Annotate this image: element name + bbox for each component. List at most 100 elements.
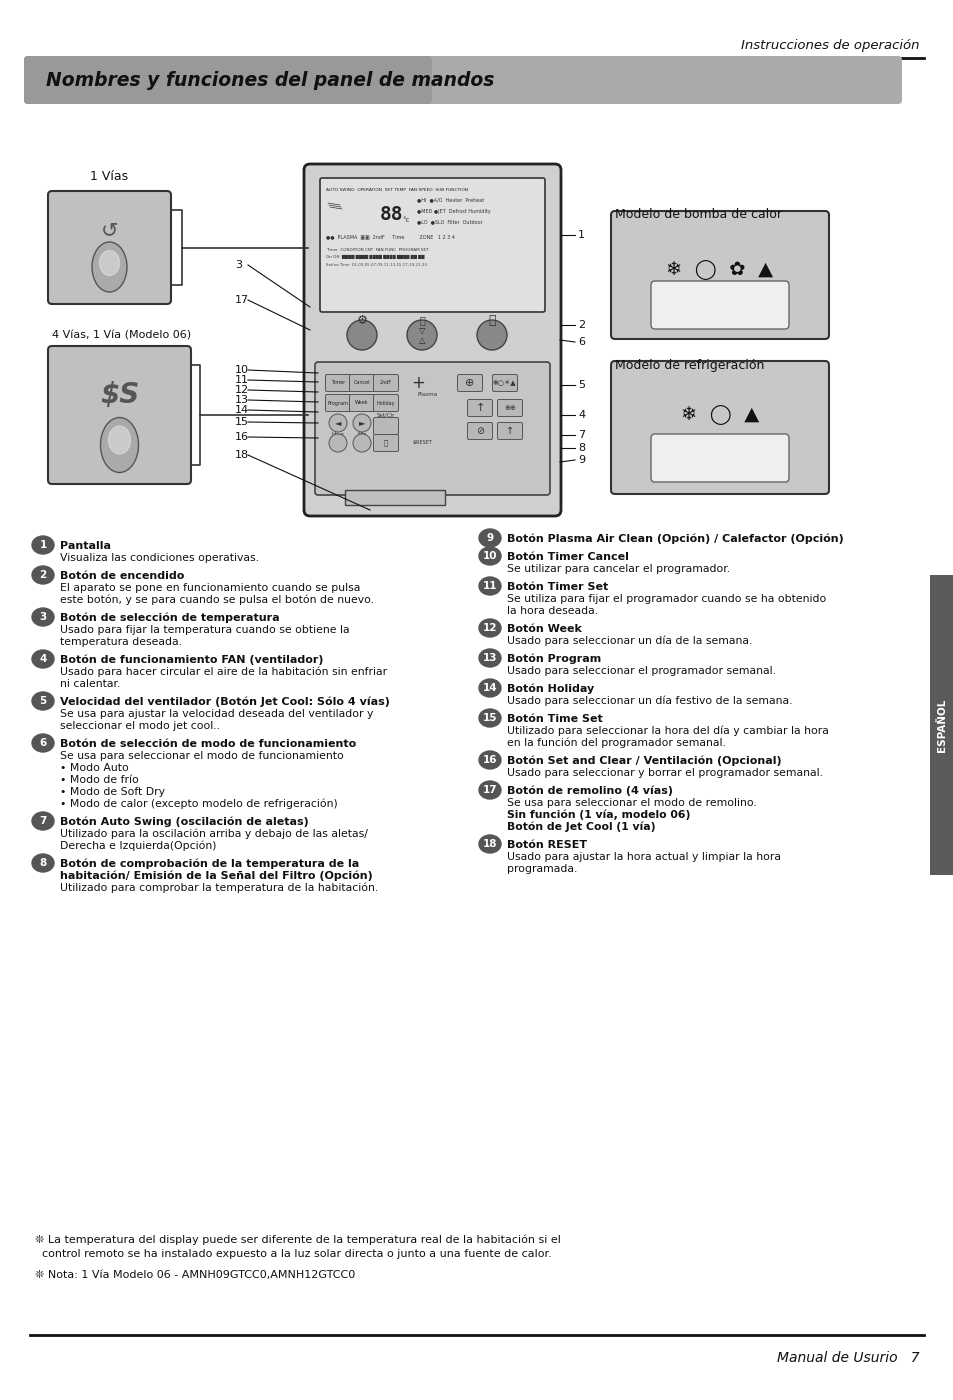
FancyBboxPatch shape bbox=[314, 363, 550, 496]
FancyBboxPatch shape bbox=[345, 490, 444, 505]
Text: Usado para seleccionar un día festivo de la semana.: Usado para seleccionar un día festivo de… bbox=[506, 696, 792, 706]
Text: 17: 17 bbox=[482, 785, 497, 795]
Text: 88: 88 bbox=[380, 206, 403, 224]
Text: Botón de funcionamiento FAN (ventilador): Botón de funcionamiento FAN (ventilador) bbox=[60, 655, 323, 665]
Ellipse shape bbox=[32, 854, 54, 872]
Text: temperatura deseada.: temperatura deseada. bbox=[60, 637, 182, 647]
Text: ⏻: ⏻ bbox=[488, 314, 496, 326]
Text: Utilizado para seleccionar la hora del día y cambiar la hora: Utilizado para seleccionar la hora del d… bbox=[506, 725, 828, 736]
Text: Instrucciones de operación: Instrucciones de operación bbox=[740, 38, 919, 52]
Text: 18: 18 bbox=[482, 839, 497, 848]
Text: Botón Week: Botón Week bbox=[506, 624, 581, 634]
Ellipse shape bbox=[478, 750, 500, 769]
Circle shape bbox=[353, 434, 371, 452]
Text: 10: 10 bbox=[482, 552, 497, 561]
Text: Min: Min bbox=[356, 433, 366, 437]
Text: Botón Time Set: Botón Time Set bbox=[506, 714, 602, 724]
FancyBboxPatch shape bbox=[325, 395, 350, 412]
Text: ⏰: ⏰ bbox=[383, 440, 388, 447]
Text: Usado para ajustar la hora actual y limpiar la hora: Usado para ajustar la hora actual y limp… bbox=[506, 853, 781, 862]
Text: ⊕RESET: ⊕RESET bbox=[413, 441, 433, 445]
Text: ⊕: ⊕ bbox=[465, 378, 475, 388]
Ellipse shape bbox=[32, 650, 54, 668]
Text: Cancel: Cancel bbox=[354, 381, 370, 385]
FancyBboxPatch shape bbox=[374, 395, 398, 412]
Text: 4: 4 bbox=[578, 410, 584, 420]
Ellipse shape bbox=[32, 536, 54, 554]
Text: El aparato se pone en funcionamiento cuando se pulsa: El aparato se pone en funcionamiento cua… bbox=[60, 582, 360, 594]
Text: 15: 15 bbox=[234, 417, 249, 427]
Text: 4: 4 bbox=[39, 654, 47, 664]
Text: Usado para hacer circular el aire de la habitación sin enfriar: Usado para hacer circular el aire de la … bbox=[60, 666, 387, 678]
FancyBboxPatch shape bbox=[374, 374, 398, 392]
Text: ❄  ◯  ▲: ❄ ◯ ▲ bbox=[680, 405, 759, 426]
Text: 11: 11 bbox=[234, 375, 249, 385]
Text: 12: 12 bbox=[234, 385, 249, 395]
FancyBboxPatch shape bbox=[374, 434, 398, 451]
Text: Botón de encendido: Botón de encendido bbox=[60, 571, 184, 581]
FancyBboxPatch shape bbox=[492, 374, 517, 392]
Text: 14: 14 bbox=[234, 405, 249, 414]
Text: control remoto se ha instalado expuesto a la luz solar directa o junto a una fue: control remoto se ha instalado expuesto … bbox=[35, 1249, 551, 1259]
Text: • Modo Auto: • Modo Auto bbox=[60, 763, 129, 773]
Text: On Off  ████ ████ ████ ████ ████ ██ ██: On Off ████ ████ ████ ████ ████ ██ ██ bbox=[326, 255, 424, 259]
Text: 11: 11 bbox=[482, 581, 497, 591]
Circle shape bbox=[353, 414, 371, 433]
Text: 1 Vías: 1 Vías bbox=[91, 171, 129, 183]
Text: ↺: ↺ bbox=[101, 220, 118, 239]
Text: ●HI  ●A/O  Heater  Preheat: ●HI ●A/O Heater Preheat bbox=[416, 197, 484, 203]
FancyBboxPatch shape bbox=[457, 374, 482, 392]
Text: 4 Vías, 1 Vía (Modelo 06): 4 Vías, 1 Vía (Modelo 06) bbox=[52, 330, 191, 340]
FancyBboxPatch shape bbox=[929, 575, 953, 875]
Text: Usado para seleccionar el programador semanal.: Usado para seleccionar el programador se… bbox=[506, 666, 775, 676]
Text: ❄  ◯  ✿  ▲: ❄ ◯ ✿ ▲ bbox=[666, 260, 773, 280]
Text: programada.: programada. bbox=[506, 864, 577, 874]
Text: Timer  CONDITION CNT  FAN FUNC  PROGRAM SET: Timer CONDITION CNT FAN FUNC PROGRAM SET bbox=[326, 248, 428, 252]
Text: Timer: Timer bbox=[331, 381, 345, 385]
Text: 16: 16 bbox=[234, 433, 249, 442]
Text: Derecha e Izquierda(Opción): Derecha e Izquierda(Opción) bbox=[60, 841, 216, 851]
Text: 8: 8 bbox=[578, 442, 584, 454]
Text: Usado para seleccionar un día de la semana.: Usado para seleccionar un día de la sema… bbox=[506, 636, 752, 647]
Circle shape bbox=[476, 321, 506, 350]
Text: 🌡: 🌡 bbox=[418, 315, 424, 325]
Text: 2ndF: 2ndF bbox=[379, 381, 392, 385]
Text: Manual de Usurio   7: Manual de Usurio 7 bbox=[777, 1351, 919, 1365]
Text: 8: 8 bbox=[39, 858, 47, 868]
Ellipse shape bbox=[99, 251, 119, 276]
Text: Botón Timer Set: Botón Timer Set bbox=[506, 582, 608, 592]
Text: 15: 15 bbox=[482, 713, 497, 722]
Text: Utilizado para la oscilación arriba y debajo de las aletas/: Utilizado para la oscilación arriba y de… bbox=[60, 829, 368, 839]
Ellipse shape bbox=[32, 566, 54, 584]
FancyBboxPatch shape bbox=[349, 395, 375, 412]
Text: Velocidad del ventilador (Botón Jet Cool: Sólo 4 vías): Velocidad del ventilador (Botón Jet Cool… bbox=[60, 697, 390, 707]
FancyBboxPatch shape bbox=[497, 423, 522, 440]
Text: +: + bbox=[411, 374, 424, 392]
Text: 13: 13 bbox=[234, 395, 249, 405]
Text: • Modo de calor (excepto modelo de refrigeración): • Modo de calor (excepto modelo de refri… bbox=[60, 799, 337, 809]
Text: la hora deseada.: la hora deseada. bbox=[506, 606, 598, 616]
Ellipse shape bbox=[32, 812, 54, 830]
FancyBboxPatch shape bbox=[349, 374, 375, 392]
Text: Botón de selección de temperatura: Botón de selección de temperatura bbox=[60, 613, 279, 623]
Text: 12: 12 bbox=[482, 623, 497, 633]
Text: ⊕⊕: ⊕⊕ bbox=[503, 405, 516, 412]
Text: 5: 5 bbox=[39, 696, 47, 706]
Text: Se utiliza para fijar el programador cuando se ha obtenido: Se utiliza para fijar el programador cua… bbox=[506, 594, 825, 603]
Text: AUTO SWING  OPERATION  SET TEMP  FAN SPEED  SUB FUNCTION: AUTO SWING OPERATION SET TEMP FAN SPEED … bbox=[326, 188, 468, 192]
FancyBboxPatch shape bbox=[319, 178, 544, 312]
Text: 5: 5 bbox=[578, 379, 584, 391]
Text: Holiday: Holiday bbox=[376, 400, 395, 406]
Text: 3: 3 bbox=[234, 260, 242, 270]
Text: 13: 13 bbox=[482, 652, 497, 664]
Text: Hour: Hour bbox=[331, 433, 344, 437]
FancyBboxPatch shape bbox=[467, 399, 492, 417]
Circle shape bbox=[347, 321, 376, 350]
Text: Se usa para seleccionar el modo de remolino.: Se usa para seleccionar el modo de remol… bbox=[506, 798, 756, 808]
Circle shape bbox=[329, 434, 347, 452]
Ellipse shape bbox=[91, 242, 127, 293]
Text: $S: $S bbox=[100, 381, 139, 409]
Ellipse shape bbox=[478, 679, 500, 697]
Text: Botón de remolino (4 vías): Botón de remolino (4 vías) bbox=[506, 785, 672, 797]
Ellipse shape bbox=[478, 577, 500, 595]
